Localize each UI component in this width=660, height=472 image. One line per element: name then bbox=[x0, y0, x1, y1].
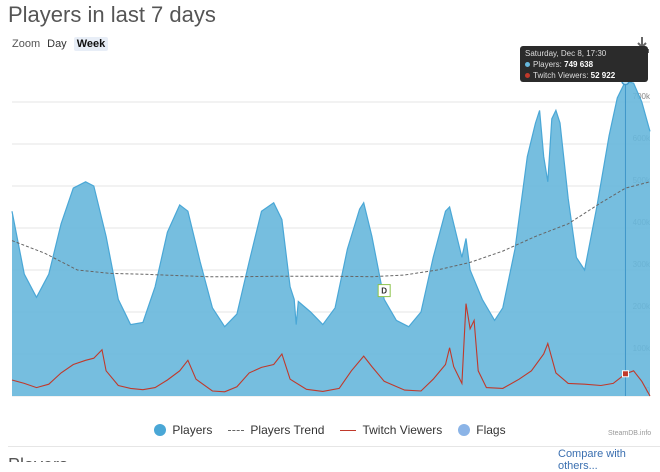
flags-legend-icon bbox=[458, 424, 470, 436]
chart-tooltip: Saturday, Dec 8, 17:30 Players: 749 638 … bbox=[520, 46, 648, 82]
players-dot-icon bbox=[525, 62, 530, 67]
players-area bbox=[12, 81, 650, 396]
twitch-dot-icon bbox=[525, 73, 530, 78]
legend-twitch-label: Twitch Viewers bbox=[362, 423, 442, 437]
tooltip-twitch-value: 52 922 bbox=[591, 71, 615, 80]
legend-item-trend[interactable]: Players Trend bbox=[228, 423, 324, 437]
section-divider bbox=[8, 446, 660, 447]
compare-link[interactable]: Compare with others... bbox=[558, 448, 660, 472]
players-legend-icon bbox=[154, 424, 166, 436]
tooltip-players-row: Players: 749 638 bbox=[525, 59, 643, 70]
chart-legend: Players Players Trend Twitch Viewers Fla… bbox=[0, 423, 660, 437]
trend-legend-icon bbox=[228, 430, 244, 431]
tooltip-date: Saturday, Dec 8, 17:30 bbox=[525, 48, 643, 59]
flag-label: D bbox=[381, 287, 387, 296]
legend-players-label: Players bbox=[172, 423, 212, 437]
legend-item-players[interactable]: Players bbox=[154, 423, 212, 437]
tooltip-players-label: Players: bbox=[533, 60, 562, 69]
legend-trend-label: Players Trend bbox=[250, 423, 324, 437]
tooltip-players-value: 749 638 bbox=[564, 60, 593, 69]
series-layer bbox=[12, 81, 650, 396]
twitch-hover-point bbox=[622, 371, 628, 377]
chart-credits[interactable]: SteamDB.info bbox=[608, 430, 651, 437]
legend-flags-label: Flags bbox=[476, 423, 505, 437]
tooltip-twitch-row: Twitch Viewers: 52 922 bbox=[525, 70, 643, 81]
tooltip-twitch-label: Twitch Viewers: bbox=[533, 71, 588, 80]
legend-item-flags[interactable]: Flags bbox=[458, 423, 505, 437]
legend-item-twitch[interactable]: Twitch Viewers bbox=[340, 423, 442, 437]
next-section-title: Players ... bbox=[8, 455, 88, 462]
flag-layer: D bbox=[378, 285, 390, 297]
twitch-legend-icon bbox=[340, 430, 356, 431]
